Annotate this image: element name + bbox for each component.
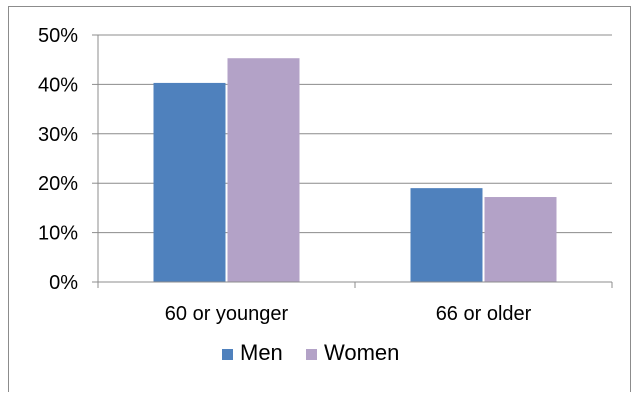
bar-women-1 bbox=[484, 197, 557, 282]
axes bbox=[97, 35, 613, 288]
bar-men-0 bbox=[153, 82, 226, 282]
bar-men-1 bbox=[410, 188, 483, 282]
y-axis-tick-labels: 0% 10% 20% 30% 40% 50% bbox=[38, 25, 78, 294]
y-tick-label-1: 10% bbox=[38, 223, 78, 245]
x-category-label-0: 60 or younger bbox=[165, 303, 289, 325]
legend: Men Women bbox=[222, 340, 399, 365]
bar-women-0 bbox=[227, 58, 300, 282]
y-tick-label-2: 20% bbox=[38, 173, 78, 195]
y-tick-label-0: 0% bbox=[49, 272, 78, 294]
legend-swatch-men bbox=[222, 349, 233, 360]
y-tick-label-5: 50% bbox=[38, 25, 78, 47]
legend-swatch-women bbox=[306, 349, 317, 360]
x-category-label-1: 66 or older bbox=[436, 303, 532, 325]
x-axis-category-labels: 60 or younger 66 or older bbox=[165, 303, 532, 325]
legend-label-men: Men bbox=[240, 340, 283, 365]
y-tick-label-3: 30% bbox=[38, 124, 78, 146]
bars bbox=[153, 58, 557, 282]
legend-label-women: Women bbox=[324, 340, 399, 365]
y-tick-label-4: 40% bbox=[38, 74, 78, 96]
